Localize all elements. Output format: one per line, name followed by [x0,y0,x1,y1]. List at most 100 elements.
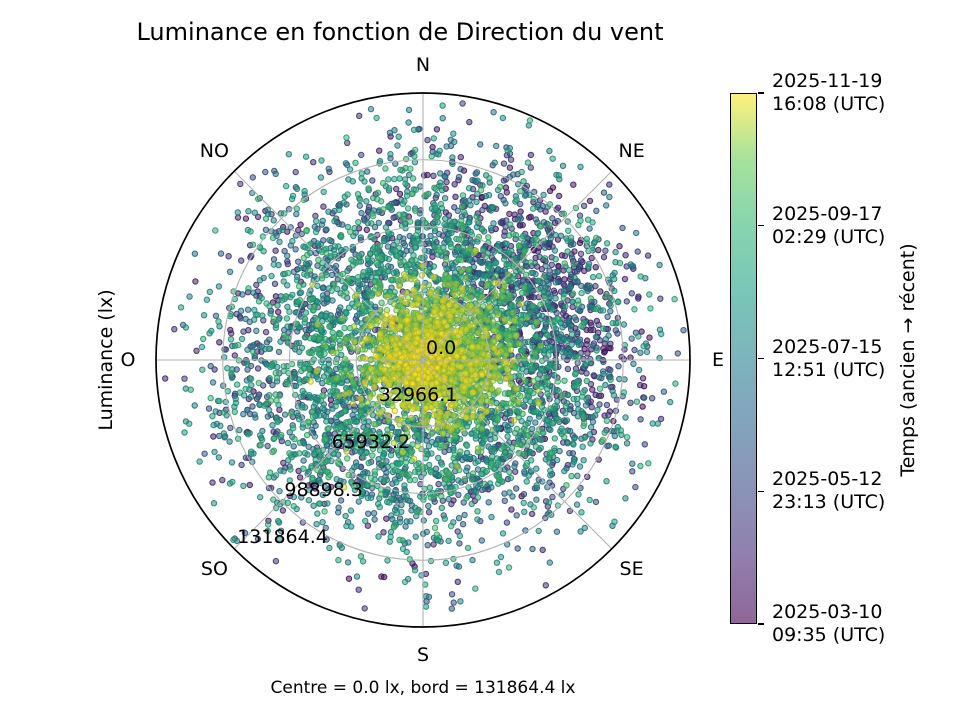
data-point [247,375,255,382]
data-point [576,212,584,219]
data-point [435,480,442,488]
data-point [364,522,372,529]
data-point [620,321,628,328]
data-point [570,181,577,188]
data-point [293,210,300,218]
data-point [513,425,521,433]
data-point [228,459,236,466]
data-point [216,339,223,346]
data-point [404,205,412,212]
data-point [345,275,352,282]
data-point [551,435,558,442]
data-point [356,112,363,120]
data-point [368,220,375,227]
data-point [293,185,301,193]
data-point [376,464,383,471]
data-point [255,379,262,387]
data-point [494,266,502,273]
data-point [385,176,392,183]
data-point [454,207,461,215]
data-point [228,330,235,337]
data-point [450,599,457,606]
data-point [584,216,592,223]
data-point [529,205,537,212]
data-point [255,298,263,305]
data-point [528,510,536,518]
data-point [423,267,430,275]
data-point [439,469,446,477]
data-point [542,262,549,270]
data-point [499,530,507,537]
data-point [236,389,244,396]
data-point [540,374,548,381]
data-point [577,163,584,171]
data-point [290,443,297,450]
data-point [254,535,262,543]
data-point [322,335,329,343]
data-point [501,490,508,497]
data-point [499,399,507,407]
data-point [592,282,599,290]
data-point [321,350,328,357]
data-point [454,578,461,585]
data-point [302,309,310,316]
data-point [274,428,281,435]
data-point [249,241,257,248]
data-point [395,461,402,468]
data-point [235,341,242,349]
data-point [507,474,515,482]
data-point [520,491,528,498]
data-point [518,289,526,297]
data-point [561,433,568,441]
data-point [532,419,539,426]
data-point [244,366,251,373]
data-point [249,174,257,181]
data-point [546,337,553,345]
data-point [312,228,320,236]
data-point [301,449,309,457]
data-point [656,261,663,269]
data-point [264,413,271,420]
data-point [200,335,207,343]
data-point [215,283,223,290]
data-point [335,504,342,511]
data-point [375,456,382,463]
data-point [606,193,613,201]
data-point [506,489,513,496]
data-point [529,425,536,433]
data-point [610,392,618,399]
data-point [649,420,656,427]
data-point [474,494,482,501]
data-point [488,254,496,261]
data-point [319,491,326,498]
data-point [619,224,626,232]
data-point [518,168,525,176]
data-point [268,272,275,280]
data-point [560,353,568,361]
data-point [414,431,421,438]
data-point [420,493,428,501]
data-point [592,498,600,506]
data-point [546,559,553,566]
data-point [358,151,365,159]
data-point [569,298,576,305]
data-point [393,185,400,193]
data-point [546,187,554,195]
data-point [544,484,551,491]
data-point [577,250,585,258]
data-point [521,508,528,515]
data-point [600,345,607,352]
data-point [317,174,325,181]
data-point [310,419,317,426]
data-point [490,448,498,455]
data-point [628,290,635,297]
data-point [266,336,273,343]
data-point [502,421,509,428]
data-point [332,403,339,410]
data-point [433,126,441,133]
data-point [600,253,608,261]
data-point [586,197,594,205]
data-point [432,204,439,212]
data-point [234,209,242,216]
data-point [466,453,473,460]
